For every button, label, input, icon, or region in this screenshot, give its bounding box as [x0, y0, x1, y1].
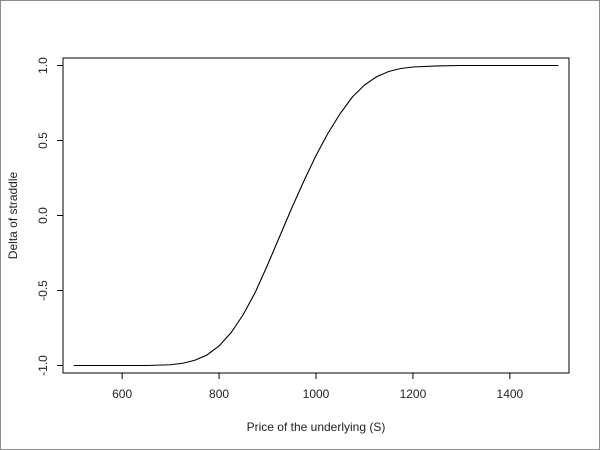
x-tick-label: 1200	[400, 387, 427, 401]
x-axis-title: Price of the underlying (S)	[247, 420, 386, 434]
data-point	[146, 365, 147, 366]
plot-frame	[62, 57, 570, 374]
data-point	[412, 66, 413, 67]
y-tick-label: 0.0	[36, 207, 50, 224]
data-point	[182, 363, 183, 364]
data-point	[364, 84, 365, 85]
x-tick-label: 1000	[303, 387, 330, 401]
data-point	[509, 65, 510, 66]
data-point	[170, 364, 171, 365]
data-points	[73, 65, 559, 366]
y-axis: -1.0 -0.5 0.0 0.5 1.0	[36, 57, 63, 376]
data-point	[231, 332, 232, 333]
data-point	[485, 65, 486, 66]
data-point	[218, 345, 219, 346]
data-point	[400, 68, 401, 69]
data-point	[340, 113, 341, 114]
delta-curve	[73, 64, 559, 367]
data-point	[461, 65, 462, 66]
x-tick-label: 800	[209, 387, 229, 401]
data-point	[352, 96, 353, 97]
data-point	[303, 180, 304, 181]
data-point	[388, 71, 389, 72]
data-point	[267, 264, 268, 265]
data-point	[534, 65, 535, 66]
data-point	[279, 236, 280, 237]
data-point	[437, 65, 438, 66]
data-point	[73, 365, 74, 366]
data-point	[122, 365, 123, 366]
data-point	[291, 207, 292, 208]
data-point	[243, 314, 244, 315]
data-point	[328, 132, 329, 133]
y-tick-label: -1.0	[36, 355, 50, 376]
y-tick-label: -0.5	[36, 280, 50, 301]
y-tick-label: 1.0	[36, 57, 50, 74]
data-point	[558, 65, 559, 66]
y-tick-label: 0.5	[36, 132, 50, 149]
data-point	[315, 155, 316, 156]
x-tick-label: 1400	[497, 387, 524, 401]
x-tick-label: 600	[112, 387, 132, 401]
data-point	[194, 360, 195, 361]
data-point	[97, 365, 98, 366]
data-point	[206, 354, 207, 355]
x-axis: 600 800 1000 1200 1400	[112, 373, 524, 401]
y-axis-title: Delta of straddle	[6, 171, 20, 259]
data-point	[376, 76, 377, 77]
data-point	[255, 291, 256, 292]
